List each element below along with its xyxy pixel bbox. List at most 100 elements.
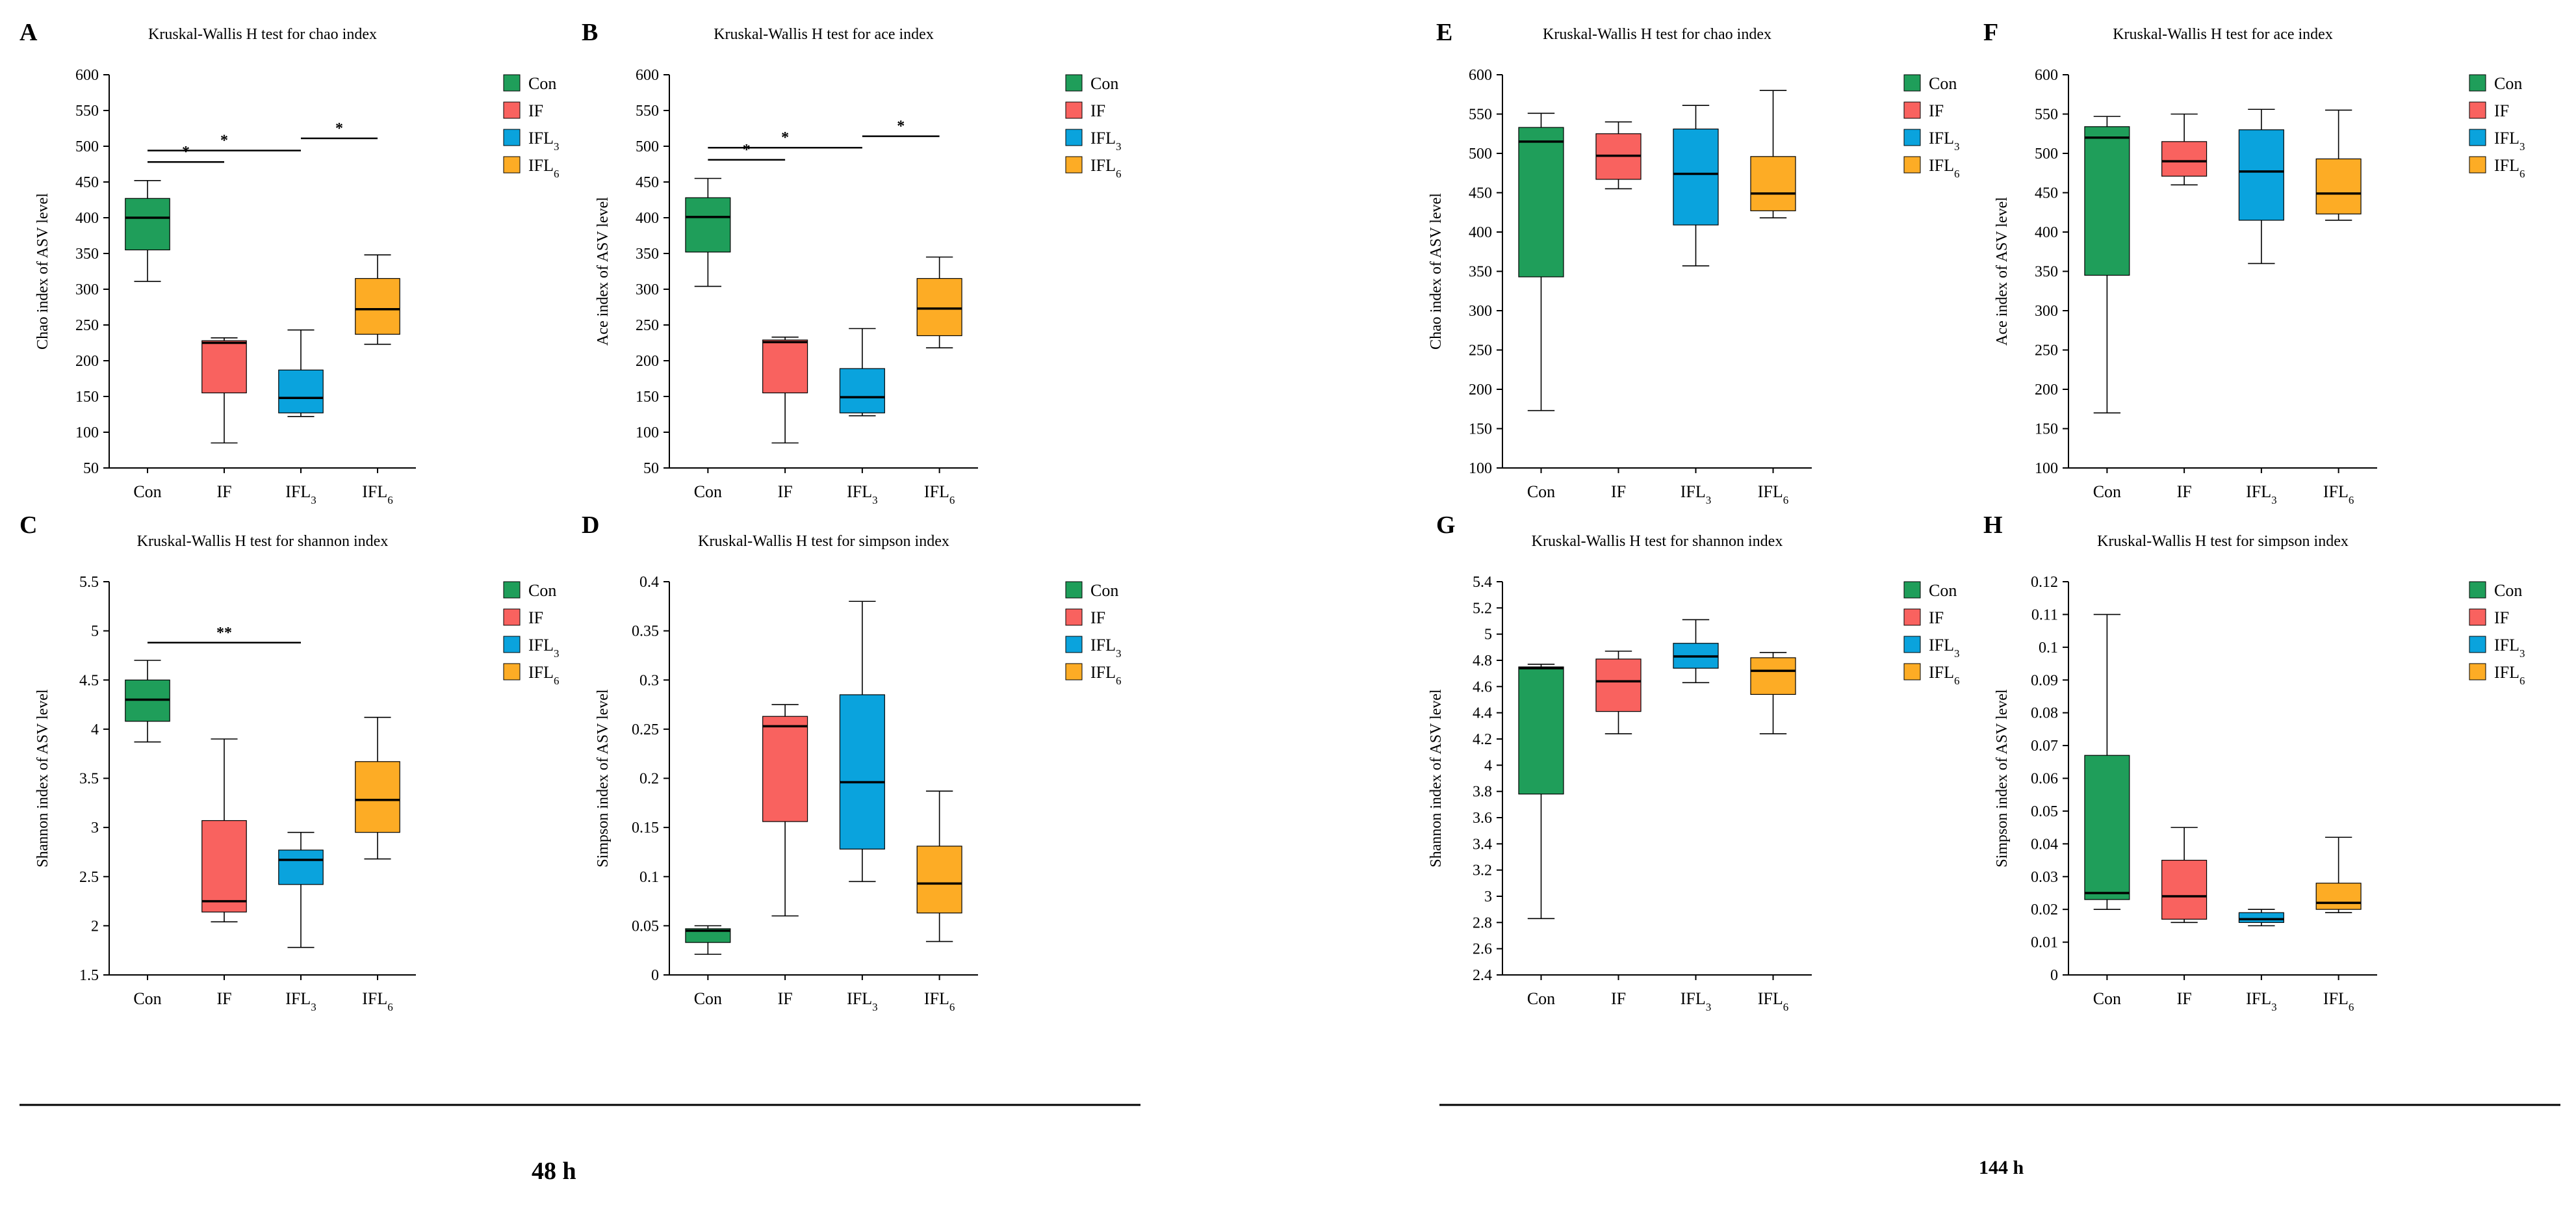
significance-label: *: [897, 118, 905, 135]
box-iqr: [839, 694, 885, 849]
legend-label: IFL6: [1090, 156, 1122, 180]
x-tick-label-ifl6: IFL6: [1758, 989, 1789, 1013]
y-tick-label: 600: [2035, 67, 2058, 84]
legend-item-ifl6: IFL6: [1903, 156, 1960, 180]
legend-item-ifl3: IFL3: [1903, 129, 1960, 153]
box-con: [1518, 112, 1564, 411]
y-tick-label: 350: [75, 246, 99, 263]
box-iqr: [355, 278, 400, 335]
y-tick-label: 200: [1469, 382, 1492, 398]
y-axis-label: Chao index of ASV level: [1428, 193, 1445, 350]
x-tick-label-ifl3: IFL3: [1681, 989, 1712, 1013]
box-ifl6: [2315, 109, 2362, 221]
box-iqr: [2084, 755, 2130, 900]
x-tick-label-if: IF: [778, 989, 793, 1008]
box-if: [201, 738, 247, 923]
legend-item-ifl6: IFL6: [2469, 663, 2525, 687]
box-con: [1518, 664, 1564, 920]
y-tick-label: 0.08: [2031, 705, 2058, 722]
box-ifl6: [1750, 652, 1796, 734]
legend-label: IF: [2494, 608, 2509, 627]
box-if: [201, 337, 247, 444]
legend-swatch: [503, 74, 521, 92]
chart-panel-e: Kruskal-Wallis H test for chao index 100 1…: [1428, 26, 1960, 506]
legend-item-con: Con: [503, 74, 556, 93]
y-tick-label: 0.06: [2031, 771, 2058, 788]
legend-swatch: [1065, 636, 1083, 653]
y-tick-label: 100: [636, 424, 659, 441]
y-tick-label: 2.6: [1473, 941, 1492, 958]
y-tick-label: 0.12: [2031, 574, 2058, 591]
legend-label: IFL3: [2494, 129, 2525, 153]
box-ifl3: [839, 601, 885, 883]
box-ifl6: [916, 256, 962, 349]
y-tick-label: 0.1: [2039, 640, 2058, 656]
y-axis-label: Simpson index of ASV level: [1994, 689, 2011, 868]
y-tick-label: 5: [1484, 627, 1492, 643]
chart-title: Kruskal-Wallis H test for simpson index: [698, 533, 949, 550]
box-iqr: [2315, 883, 2362, 910]
legend-label: IFL6: [2494, 663, 2525, 687]
y-tick-label: 3.6: [1473, 810, 1492, 827]
y-tick-label: 5: [91, 623, 99, 640]
legend-label: IF: [1090, 101, 1105, 120]
chart-title: Kruskal-Wallis H test for simpson index: [2097, 533, 2349, 550]
x-tick-label-if: IF: [2177, 482, 2192, 501]
chart-panel-h: Kruskal-Wallis H test for simpson index 0…: [1994, 533, 2525, 1013]
x-tick-label-if: IF: [216, 482, 231, 501]
legend-label: IFL3: [528, 636, 560, 660]
legend-swatch: [1903, 581, 1921, 599]
box-ifl3: [2238, 109, 2284, 265]
box-iqr: [685, 928, 731, 943]
legend-swatch: [1065, 581, 1083, 599]
x-tick-label-ifl3: IFL3: [285, 989, 316, 1013]
legend-label: IFL6: [2494, 156, 2525, 180]
y-axis-label: Ace index of ASV level: [595, 197, 612, 346]
y-tick-label: 100: [75, 424, 99, 441]
y-tick-label: 600: [1469, 67, 1492, 84]
x-tick-label-ifl6: IFL6: [362, 989, 393, 1013]
legend-item-ifl3: IFL3: [1903, 636, 1960, 660]
box-ifl3: [2238, 909, 2284, 927]
box-iqr: [1518, 127, 1564, 278]
y-tick-label: 0.2: [639, 771, 659, 788]
y-tick-label: 400: [1469, 224, 1492, 241]
legend-item-con: Con: [503, 581, 556, 600]
legend-swatch: [503, 663, 521, 680]
legend-swatch: [1065, 101, 1083, 119]
x-tick-label-con: Con: [694, 482, 722, 501]
y-tick-label: 0.25: [632, 721, 659, 738]
y-tick-label: 400: [2035, 224, 2058, 241]
box-con: [685, 925, 731, 955]
box-con: [685, 177, 731, 287]
box-iqr: [2238, 912, 2284, 923]
legend-swatch: [1903, 101, 1921, 119]
box-ifl3: [1673, 619, 1719, 684]
box-ifl6: [355, 254, 400, 345]
box-ifl3: [839, 328, 885, 417]
y-tick-label: 50: [83, 460, 99, 477]
y-tick-label: 2.8: [1473, 914, 1492, 931]
x-tick-label-con: Con: [1527, 482, 1555, 501]
panel-letter-a: A: [19, 19, 38, 46]
box-iqr: [762, 716, 808, 822]
legend-item-if: IF: [1903, 608, 1944, 627]
legend-item-ifl3: IFL3: [503, 129, 560, 153]
legend-label: Con: [528, 581, 556, 600]
chart-panel-a: Kruskal-Wallis H test for chao index 50 10…: [34, 26, 560, 506]
legend-label: IFL6: [1929, 663, 1960, 687]
y-tick-label: 0.35: [632, 623, 659, 640]
x-tick-label-con: Con: [694, 989, 722, 1008]
chart-title: Kruskal-Wallis H test for chao index: [148, 26, 377, 43]
legend-item-ifl3: IFL3: [1065, 636, 1122, 660]
x-tick-label-if: IF: [2177, 989, 2192, 1008]
y-tick-label: 0.07: [2031, 738, 2058, 755]
box-iqr: [2238, 129, 2284, 221]
y-tick-label: 500: [75, 138, 99, 155]
legend-swatch: [2469, 74, 2486, 92]
legend-swatch: [503, 156, 521, 174]
box-iqr: [1595, 658, 1642, 712]
time-label-144h: 144 h: [1979, 1157, 2024, 1178]
legend-item-con: Con: [1065, 581, 1118, 600]
legend-swatch: [1065, 156, 1083, 174]
